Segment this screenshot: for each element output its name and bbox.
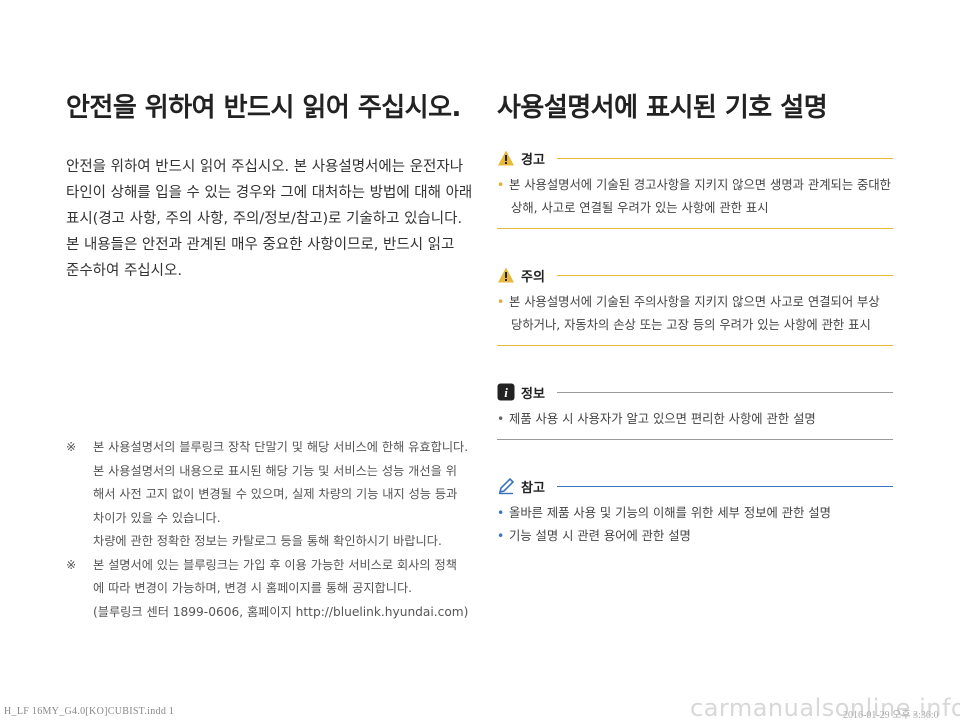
warning-bottom-rule — [497, 228, 893, 229]
note-text: 본 설명서에 있는 블루링크는 가입 후 이용 가능한 서비스로 회사의 정책 — [93, 557, 457, 572]
intro-line: 본 내용들은 안전과 관계된 매우 중요한 사항이므로, 반드시 읽고 — [66, 237, 455, 253]
note-2: ※ 본 설명서에 있는 블루링크는 가입 후 이용 가능한 서비스로 회사의 정책 — [66, 554, 478, 578]
file-slug: H_LF 16MY_G4.0[KO]CUBIST.indd 1 — [4, 706, 175, 717]
note-text: 본 사용설명서의 내용으로 표시된 해당 기능 및 서비스는 성능 개선을 위 — [93, 463, 457, 478]
caution-text: 당하거나, 자동차의 손상 또는 고장 등의 우려가 있는 사항에 관한 표시 — [511, 318, 871, 332]
info-section: i 정보 • 제품 사용 시 사용자가 알고 있으면 편리한 사항에 관한 설명 — [497, 382, 893, 440]
notes-block: ※ 본 사용설명서의 블루링크 장착 단말기 및 해당 서비스에 한해 유효합니다… — [66, 436, 478, 624]
note-text: 해서 사전 고지 없이 변경될 수 있으며, 실제 차량의 기능 내지 성능 등… — [93, 487, 458, 501]
bullet: • — [497, 412, 505, 426]
warning-rule — [556, 157, 893, 159]
info-header: i 정보 — [497, 382, 893, 402]
note-text: 에 따라 변경이 가능하며, 변경 시 홈페이지를 통해 공지합니다. — [93, 581, 413, 595]
info-bottom-rule — [497, 439, 893, 440]
caution-rule — [556, 274, 893, 276]
bullet: • — [497, 529, 505, 543]
note-label: 참고 — [521, 480, 545, 496]
caution-section: 주의 • 본 사용설명서에 기술된 주의사항을 지키지 않으면 사고로 연결되어 … — [497, 265, 893, 346]
note-text: 본 사용설명서의 블루링크 장착 단말기 및 해당 서비스에 한해 유효합니다. — [93, 440, 469, 454]
caution-triangle-icon — [497, 266, 515, 284]
note-text: 기능 설명 시 관련 용어에 관한 설명 — [509, 529, 691, 543]
symbols-title: 사용설명서에 표시된 기호 설명 — [497, 93, 828, 123]
pencil-icon — [497, 477, 515, 495]
caution-text: 본 사용설명서에 기술된 주의사항을 지키지 않으면 사고로 연결되어 부상 — [509, 295, 880, 309]
note-text: 차이가 있을 수 있습니다. — [93, 510, 221, 525]
note-text: 차량에 관한 정확한 정보는 카탈로그 등을 통해 확인하시기 바랍니다. — [93, 534, 442, 548]
warning-text: 상해, 사고로 연결될 우려가 있는 사항에 관한 표시 — [511, 201, 769, 215]
warning-label: 경고 — [521, 152, 545, 168]
bullet: • — [497, 178, 505, 192]
caution-bottom-rule — [497, 345, 893, 346]
note-item: • 기능 설명 시 관련 용어에 관한 설명 — [497, 525, 893, 548]
info-text: 제품 사용 시 사용자가 알고 있으면 편리한 사항에 관한 설명 — [509, 412, 816, 426]
watermark: carmanualsonline.info — [690, 694, 960, 722]
info-label: 정보 — [521, 386, 545, 402]
info-item: • 제품 사용 시 사용자가 알고 있으면 편리한 사항에 관한 설명 — [497, 408, 893, 431]
warning-triangle-icon — [497, 149, 515, 167]
note-text: 올바른 제품 사용 및 기능의 이해를 위한 세부 정보에 관한 설명 — [509, 506, 831, 520]
intro-line: 타인이 상해를 입을 수 있는 경우와 그에 대처하는 방법에 대해 아래 — [66, 185, 473, 201]
info-icon: i — [497, 383, 515, 401]
caution-body: • 본 사용설명서에 기술된 주의사항을 지키지 않으면 사고로 연결되어 부상 … — [497, 291, 893, 345]
intro-line: 준수하여 주십시오. — [66, 263, 182, 279]
info-rule — [556, 391, 893, 393]
caution-label: 주의 — [521, 269, 545, 285]
note-header: 참고 — [497, 476, 893, 496]
safety-intro: 안전을 위하여 반드시 읽어 주십시오. 본 사용설명서에는 운전자나 타인이 … — [66, 154, 478, 284]
svg-text:i: i — [504, 385, 508, 400]
warning-item: • 본 사용설명서에 기술된 경고사항을 지키지 않으면 생명과 관계되는 중대한 — [497, 174, 893, 197]
right-column: 사용설명서에 표시된 기호 설명 경고 • 본 사용설명서에 기술된 경고사항을 … — [497, 88, 893, 552]
bullet: • — [497, 295, 505, 309]
note-body: • 올바른 제품 사용 및 기능의 이해를 위한 세부 정보에 관한 설명 • 기능… — [497, 502, 893, 552]
caution-item: • 본 사용설명서에 기술된 주의사항을 지키지 않으면 사고로 연결되어 부상 — [497, 291, 893, 314]
caution-header: 주의 — [497, 265, 893, 285]
info-body: • 제품 사용 시 사용자가 알고 있으면 편리한 사항에 관한 설명 — [497, 408, 893, 439]
warning-header: 경고 — [497, 148, 893, 168]
warning-text: 본 사용설명서에 기술된 경고사항을 지키지 않으면 생명과 관계되는 중대한 — [509, 178, 891, 192]
left-column: 안전을 위하여 반드시 읽어 주십시오. 안전을 위하여 반드시 읽어 주십시오… — [66, 88, 478, 284]
reference-mark: ※ — [66, 557, 77, 572]
note-text: (블루링크 센터 1899-0606, 홈페이지 http://bluelink… — [93, 604, 469, 619]
print-datetime: 2016-01-29 오후 3:36:0 — [843, 710, 939, 721]
bullet: • — [497, 506, 505, 520]
note-1: ※ 본 사용설명서의 블루링크 장착 단말기 및 해당 서비스에 한해 유효합니다… — [66, 436, 478, 460]
intro-line: 안전을 위하여 반드시 읽어 주십시오. 본 사용설명서에는 운전자나 — [66, 159, 464, 175]
warning-body: • 본 사용설명서에 기술된 경고사항을 지키지 않으면 생명과 관계되는 중대한… — [497, 174, 893, 228]
intro-line: 표시(경고 사항, 주의 사항, 주의/정보/참고)로 기술하고 있습니다. — [66, 211, 463, 227]
note-rule — [556, 485, 893, 487]
warning-section: 경고 • 본 사용설명서에 기술된 경고사항을 지키지 않으면 생명과 관계되는 … — [497, 148, 893, 229]
note-item: • 올바른 제품 사용 및 기능의 이해를 위한 세부 정보에 관한 설명 — [497, 502, 893, 525]
safety-title: 안전을 위하여 반드시 읽어 주십시오. — [66, 93, 461, 123]
reference-mark: ※ — [66, 440, 77, 454]
note-section: 참고 • 올바른 제품 사용 및 기능의 이해를 위한 세부 정보에 관한 설명 … — [497, 476, 893, 552]
